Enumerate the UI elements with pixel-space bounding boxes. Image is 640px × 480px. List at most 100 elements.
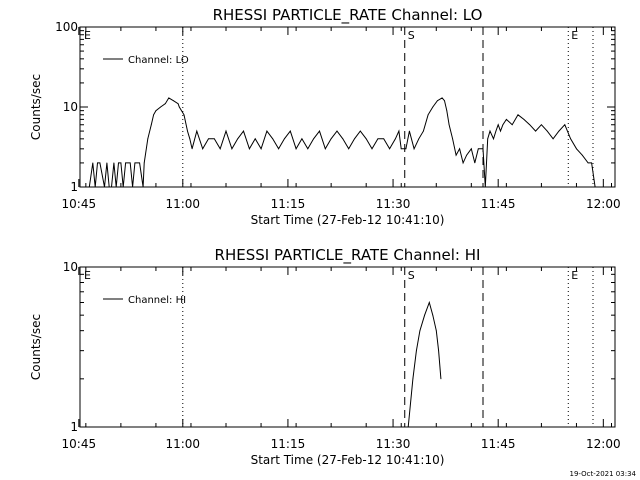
- lo-data-point: [359, 130, 361, 132]
- lo-data-point: [570, 138, 572, 140]
- hi-data-point: [424, 314, 425, 316]
- lo-data-point: [202, 148, 204, 150]
- lo-data-point: [432, 106, 434, 108]
- lo-x-tick-label: 12:00: [586, 197, 621, 211]
- lo-data-point: [120, 162, 122, 164]
- lo-data-point: [394, 138, 396, 140]
- lo-y-tick-label: 10: [63, 100, 78, 114]
- hi-x-tick-label: 10:45: [62, 437, 97, 451]
- lo-data-point: [389, 148, 390, 150]
- lo-data-point: [142, 186, 144, 188]
- lo-channel-panel: RHESSI PARTICLE_RATE Channel: LO Start T…: [29, 6, 621, 227]
- lo-data-point: [104, 186, 105, 188]
- lo-data-point: [289, 130, 291, 132]
- lo-data-point: [97, 162, 98, 164]
- lo-data-point: [482, 148, 484, 150]
- lo-data-point: [237, 138, 239, 140]
- lo-data-point: [489, 130, 491, 132]
- lo-x-tick-label: 10:45: [62, 197, 97, 211]
- lo-data-point: [371, 148, 373, 150]
- lo-data-point: [423, 130, 424, 132]
- lo-data-point: [487, 138, 489, 140]
- lo-data-point: [150, 124, 152, 126]
- lo-data-point: [106, 162, 108, 164]
- lo-data-point: [535, 130, 536, 132]
- lo-data-point: [441, 97, 443, 99]
- lo-data-point: [196, 130, 198, 132]
- hi-event-marker: E: [571, 269, 578, 282]
- lo-data-point: [191, 148, 193, 150]
- lo-data-point: [448, 124, 450, 126]
- lo-data-point: [354, 138, 355, 140]
- hi-channel-panel: RHESSI PARTICLE_RATE Channel: HI Start T…: [29, 246, 621, 467]
- hi-x-axis-label: Start Time (27-Feb-12 10:41:10): [251, 453, 445, 467]
- lo-data-point: [92, 162, 94, 164]
- lo-data-point: [111, 186, 112, 188]
- lo-data-point: [160, 106, 162, 108]
- lo-marks-layer: 11010010:4511:0011:1511:3011:4512:0012:1…: [55, 20, 621, 211]
- lo-data-point: [600, 186, 602, 188]
- hi-x-tick-label: 11:30: [376, 437, 411, 451]
- lo-data-point: [243, 130, 244, 132]
- lo-data-point: [500, 130, 501, 132]
- lo-data-point: [178, 106, 180, 108]
- lo-data-point: [484, 186, 486, 188]
- lo-data-point: [143, 162, 145, 164]
- lo-x-tick-label: 11:45: [481, 197, 516, 211]
- lo-data-point: [284, 138, 285, 140]
- lo-data-point: [348, 148, 350, 150]
- lo-data-point: [591, 162, 593, 164]
- lo-data-point: [115, 186, 117, 188]
- lo-data-point: [437, 100, 438, 102]
- lo-data-point: [307, 148, 309, 150]
- hi-x-tick-label: 12:00: [586, 437, 621, 451]
- lo-data-point: [413, 148, 415, 150]
- hi-legend-label: Channel: HI: [128, 295, 186, 306]
- lo-y-tick-label: 1: [70, 180, 78, 194]
- lo-x-tick-label: 11:15: [271, 197, 306, 211]
- lo-data-point: [88, 186, 90, 188]
- lo-data-point: [183, 114, 185, 116]
- lo-data-point: [409, 130, 410, 132]
- hi-data-point: [416, 350, 417, 352]
- lo-data-point: [552, 138, 554, 140]
- lo-data-point: [383, 138, 385, 140]
- lo-data-point: [541, 124, 542, 126]
- hi-event-marker: E: [84, 269, 91, 282]
- lo-data-point: [330, 138, 332, 140]
- lo-data-point: [313, 138, 315, 140]
- lo-data-point: [462, 162, 464, 164]
- lo-y-tick-label: 100: [55, 20, 78, 34]
- lo-data-point: [231, 148, 233, 150]
- lo-data-point: [581, 154, 583, 156]
- lo-event-marker: E: [571, 29, 578, 42]
- lo-data-point: [546, 130, 548, 132]
- lo-data-point: [564, 124, 566, 126]
- hi-marks-layer: 11010:4511:0011:1511:3011:4512:0012:15ES…: [62, 260, 621, 451]
- lo-data-point: [260, 148, 262, 150]
- lo-data-point: [219, 148, 221, 150]
- hi-y-tick-label: 10: [63, 260, 78, 274]
- hi-plot-frame: [79, 266, 616, 428]
- lo-data-point: [474, 162, 476, 164]
- lo-data-point: [139, 162, 140, 164]
- lo-data-point: [213, 138, 215, 140]
- hi-data-point: [432, 314, 434, 316]
- hi-y-axis-label: Counts/sec: [29, 314, 43, 380]
- lo-series-line: [88, 97, 601, 188]
- lo-data-point: [153, 114, 154, 116]
- lo-data-point: [427, 114, 429, 116]
- lo-y-axis-label: Counts/sec: [29, 74, 43, 140]
- hi-data-point: [407, 426, 409, 428]
- hi-event-marker: S: [408, 269, 415, 282]
- lo-data-point: [94, 186, 96, 188]
- hi-data-point: [419, 330, 421, 332]
- lo-data-point: [177, 103, 179, 105]
- lo-data-point: [511, 124, 513, 126]
- lo-data-point: [459, 148, 461, 150]
- lo-data-point: [134, 162, 136, 164]
- lo-data-point: [295, 148, 297, 150]
- hi-x-tick-label: 11:00: [165, 437, 200, 451]
- lo-data-point: [377, 138, 379, 140]
- hi-data-point: [438, 350, 440, 352]
